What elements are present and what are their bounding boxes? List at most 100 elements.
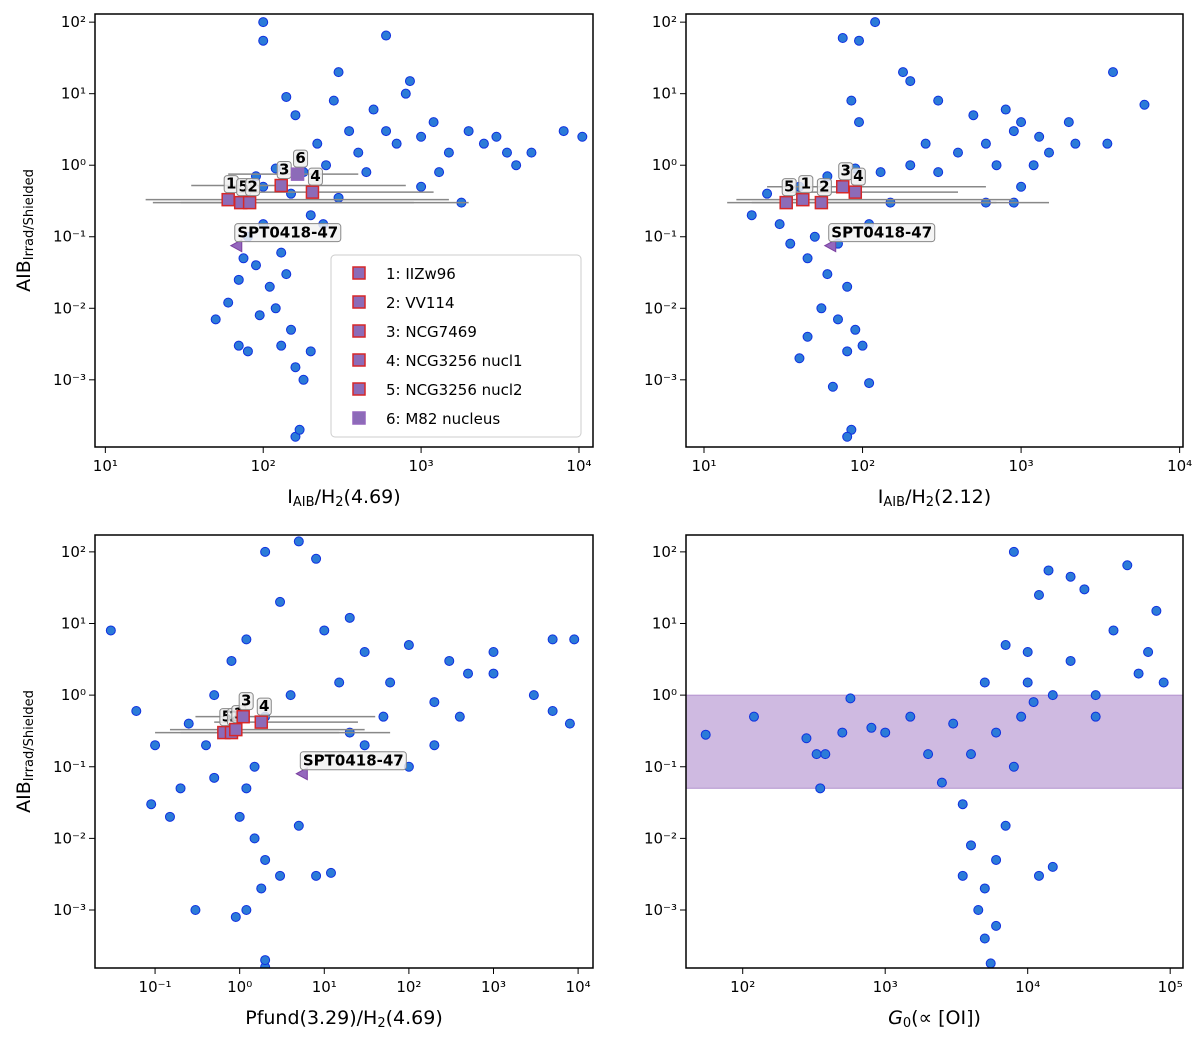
point xyxy=(968,110,979,121)
panel: 10² 10³ 10⁴ 10⁵ 10⁻³ 10⁻² 10⁻¹ 10⁰ 10¹ 10² G0(∝ [O… xyxy=(644,534,1184,1031)
point xyxy=(463,668,474,679)
x-tick-label: 10³ xyxy=(873,978,898,996)
label-part: (4.69) xyxy=(386,1007,443,1029)
point xyxy=(260,854,271,865)
point xyxy=(846,95,857,106)
source-label: 2 xyxy=(247,178,257,196)
plot-area: 52134SPT0418-47 xyxy=(105,536,580,968)
source-label: 4 xyxy=(259,697,269,715)
label-part: /H xyxy=(905,486,926,508)
point xyxy=(164,811,175,822)
point xyxy=(1143,647,1154,658)
y-axis-label: AIBIrrad/Shielded xyxy=(13,690,37,813)
point xyxy=(794,353,805,364)
point xyxy=(822,269,833,280)
subscript: 2 xyxy=(335,495,343,510)
point xyxy=(979,933,990,944)
point xyxy=(837,727,848,738)
spt-label: SPT0418-47 xyxy=(303,752,404,770)
plot-area: 5 1 23 4 SPT0418-47 xyxy=(727,17,1150,442)
legend-label: 2: VV114 xyxy=(386,294,455,312)
point xyxy=(1047,861,1058,872)
legend-marker xyxy=(352,411,366,425)
legend-marker xyxy=(352,266,366,280)
point xyxy=(842,346,853,357)
point xyxy=(333,192,344,203)
point xyxy=(802,331,813,342)
point xyxy=(256,883,267,894)
point xyxy=(264,281,275,292)
x-tick-label: 10⁻¹ xyxy=(139,978,172,996)
point xyxy=(905,160,916,171)
spt-label: SPT0418-47 xyxy=(237,224,338,242)
source-label: 6 xyxy=(295,149,305,167)
point xyxy=(201,740,212,751)
spt-marker xyxy=(823,238,837,253)
point xyxy=(774,219,785,230)
spt-label-box xyxy=(828,223,936,243)
axes-frame xyxy=(94,13,594,448)
y-tick-label: 10⁻¹ xyxy=(644,758,677,776)
x-tick-label: 10⁴ xyxy=(1167,457,1192,475)
source-label: 4 xyxy=(310,167,320,185)
plot-area xyxy=(686,546,1183,968)
point xyxy=(1016,181,1027,192)
y-tick-label: 10⁻¹ xyxy=(53,228,86,246)
source-label: 2 xyxy=(819,178,829,196)
point xyxy=(811,749,822,760)
point xyxy=(569,634,580,645)
point xyxy=(923,749,934,760)
subscript: 2 xyxy=(926,495,934,510)
x-tick-label: 10⁴ xyxy=(566,457,591,475)
point xyxy=(385,677,396,688)
source-marker xyxy=(242,195,257,210)
point xyxy=(933,95,944,106)
y-tick-label: 10⁻² xyxy=(644,299,677,317)
point xyxy=(249,761,260,772)
source-label: 3 xyxy=(279,161,289,179)
legend-marker xyxy=(352,382,366,396)
label-part: (4.69) xyxy=(344,486,401,508)
point xyxy=(258,35,269,46)
point xyxy=(547,706,558,717)
point xyxy=(293,536,304,547)
point xyxy=(905,711,916,722)
point xyxy=(920,138,931,149)
point xyxy=(344,126,355,137)
point xyxy=(898,67,909,78)
point xyxy=(1151,605,1162,616)
x-tick-label: 10¹ xyxy=(312,978,337,996)
point xyxy=(270,303,281,314)
point xyxy=(905,76,916,87)
source-label: 5 xyxy=(238,178,248,196)
point xyxy=(223,297,234,308)
point xyxy=(850,324,861,335)
point xyxy=(1016,711,1027,722)
legend-label: 3: NCG7469 xyxy=(386,323,477,341)
point xyxy=(933,167,944,178)
point xyxy=(953,147,963,158)
point xyxy=(258,17,269,28)
point xyxy=(957,799,968,810)
source-label-box xyxy=(245,178,261,197)
point xyxy=(175,783,186,794)
x-tick-label: 10¹ xyxy=(93,457,118,475)
point xyxy=(290,362,301,373)
point xyxy=(1034,131,1045,142)
point xyxy=(230,911,241,922)
point xyxy=(854,35,865,46)
legend-label: 1: IIZw96 xyxy=(386,265,456,283)
point xyxy=(305,346,316,357)
point xyxy=(234,811,245,822)
point xyxy=(290,110,301,121)
point xyxy=(979,883,990,894)
x-tick-label: 10² xyxy=(850,457,875,475)
label-part: I xyxy=(878,486,884,508)
point xyxy=(985,958,996,968)
point xyxy=(260,955,271,966)
point xyxy=(991,920,1002,931)
source-label-box xyxy=(850,167,866,186)
subscript: 0 xyxy=(903,1016,911,1031)
x-tick-label: 10² xyxy=(396,978,421,996)
point xyxy=(1043,565,1054,576)
